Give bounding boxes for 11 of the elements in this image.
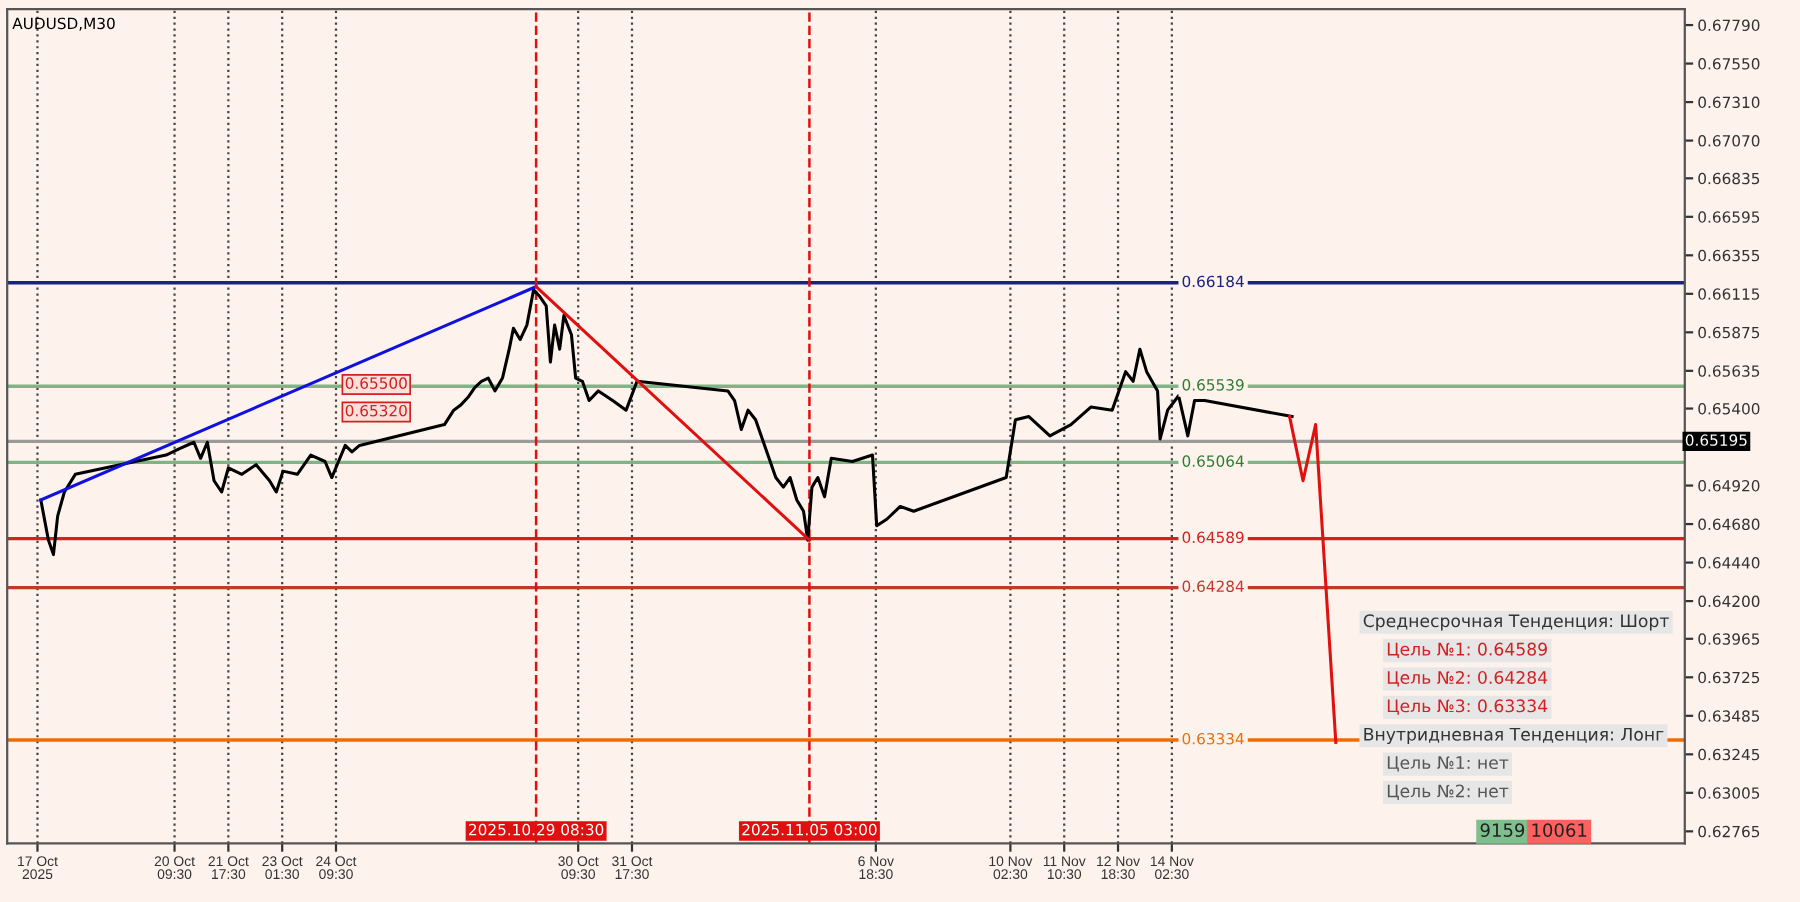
annotation: Цель №1: 0.64589 [1387,642,1547,659]
annotation: Среднесрочная Тенденция: Шорт [1363,614,1669,631]
annotation: Цель №2: 0.64284 [1387,670,1548,687]
annotation: 9159 [1480,823,1525,837]
annotation: Цель №1: нет [1387,756,1509,772]
annotation: 10061 [1532,823,1587,837]
annotation: Внутридневная Тенденция: Лонг [1364,727,1664,745]
line-series [39,288,1294,557]
annotation: Цель №2: нет [1387,784,1509,800]
annotation: Цель №3: 0.63334 [1387,699,1548,715]
line-series [1288,415,1338,744]
